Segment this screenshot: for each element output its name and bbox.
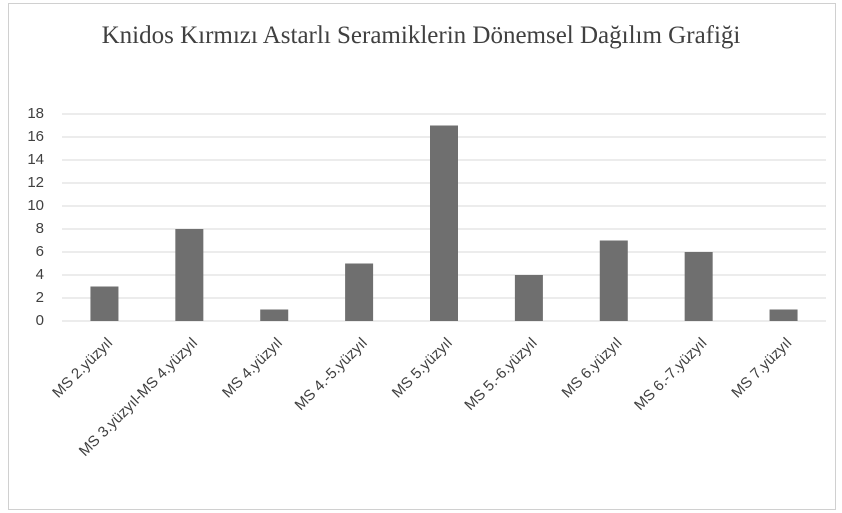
x-tick-label: MS 6.-7.yüzyıl <box>631 335 710 414</box>
y-tick-label: 18 <box>27 105 44 122</box>
x-tick-label: MS 4.-5.yüzyıl <box>292 335 371 414</box>
x-tick-label: MS 5.-6.yüzyıl <box>461 335 540 414</box>
y-tick-label: 4 <box>36 266 44 283</box>
y-tick-label: 10 <box>27 197 44 214</box>
bar <box>260 309 289 321</box>
y-tick-label: 0 <box>36 312 44 329</box>
bar <box>599 240 628 321</box>
x-tick-label: MS 7.yüzyıl <box>728 335 795 402</box>
x-tick-label: MS 5.yüzyıl <box>389 335 456 402</box>
y-tick-label: 6 <box>36 243 44 260</box>
bar <box>769 309 798 321</box>
bar <box>514 275 543 321</box>
y-tick-label: 2 <box>36 289 44 306</box>
bar <box>345 263 374 321</box>
y-tick-label: 12 <box>27 174 44 191</box>
y-tick-label: 8 <box>36 220 44 237</box>
bar <box>430 125 458 321</box>
bar <box>684 252 713 321</box>
bar <box>90 286 119 321</box>
bar <box>175 229 204 321</box>
y-tick-label: 14 <box>27 151 44 168</box>
y-tick-label: 16 <box>27 128 44 145</box>
x-tick-label: MS 4.yüzyıl <box>219 335 286 402</box>
x-tick-label: MS 6.yüzyıl <box>559 335 626 402</box>
chart-title: Knidos Kırmızı Astarlı Seramiklerin Döne… <box>101 22 741 49</box>
chart-border <box>8 3 836 510</box>
x-tick-label: MS 2.yüzyıl <box>49 335 116 402</box>
